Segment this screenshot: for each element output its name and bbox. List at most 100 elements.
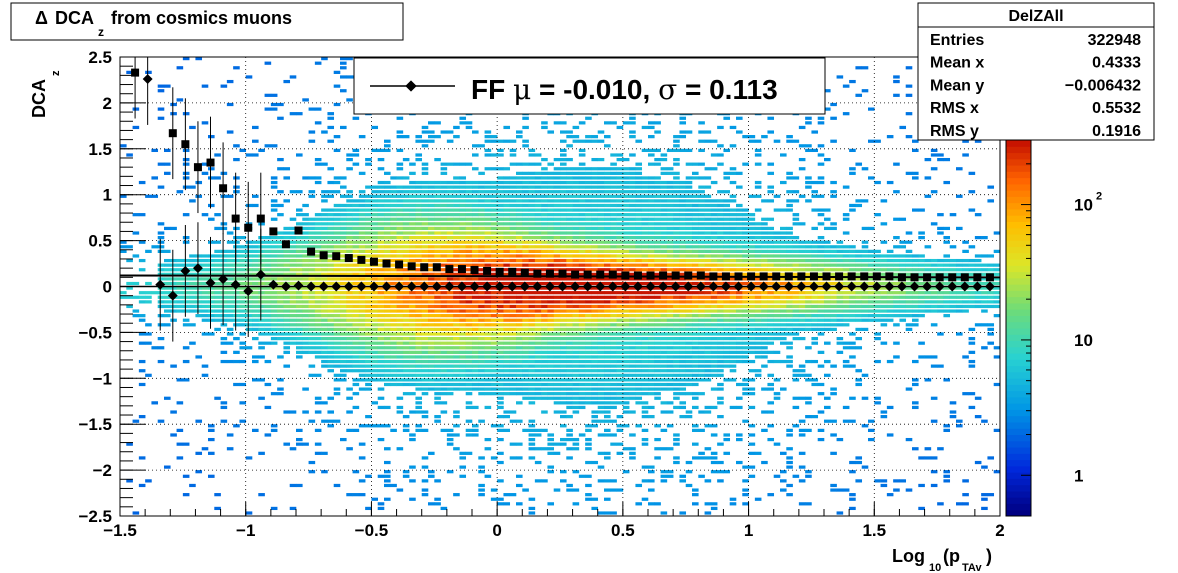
square-marker	[545, 269, 554, 278]
y-tick-label: 0	[103, 278, 112, 297]
square-marker	[558, 269, 567, 278]
diamond-marker	[972, 281, 983, 292]
square-marker	[571, 270, 580, 279]
diamond-marker	[444, 281, 455, 292]
title-rest: from cosmics muons	[111, 8, 292, 28]
diamond-marker	[268, 279, 279, 290]
diamond-marker	[230, 279, 241, 290]
square-marker	[206, 158, 215, 167]
diamond-marker	[620, 281, 631, 292]
square-marker	[659, 271, 668, 280]
diamond-marker	[708, 281, 719, 292]
colorbar-label: 10	[1074, 196, 1093, 215]
square-marker	[457, 265, 466, 274]
square-marker	[784, 272, 793, 281]
stats-title: DelZAll	[1008, 8, 1063, 25]
diamond-marker	[846, 281, 857, 292]
square-marker	[319, 251, 328, 260]
square-marker	[923, 273, 932, 282]
stats-value: 0.5532	[1092, 100, 1141, 117]
square-marker	[483, 266, 492, 275]
square-marker	[809, 272, 818, 281]
diamond-marker	[218, 274, 229, 285]
y-tick-label: −1.5	[78, 415, 112, 434]
diamond-marker	[783, 281, 794, 292]
diamond-marker	[343, 281, 354, 292]
y-tick-label: −2	[93, 461, 112, 480]
y-label-sub: z	[50, 70, 62, 76]
delta-symbol: Δ	[35, 8, 48, 28]
legend-prefix: FF	[471, 74, 513, 105]
square-marker	[495, 267, 504, 276]
diamond-marker	[167, 290, 178, 301]
square-marker	[822, 272, 831, 281]
square-marker	[445, 265, 454, 274]
square-marker	[621, 271, 630, 280]
diamond-marker	[394, 281, 405, 292]
square-marker	[684, 271, 693, 280]
y-tick-label: −2.5	[78, 507, 112, 526]
x-axis-title: Log 10 (p TAv )	[892, 546, 992, 573]
diamond-marker	[909, 281, 920, 292]
diamond-marker	[984, 281, 995, 292]
diamond-marker	[570, 281, 581, 292]
diamond-marker	[519, 281, 530, 292]
diamond-marker	[368, 281, 379, 292]
y-tick-label: 1	[103, 186, 112, 205]
square-marker	[520, 268, 529, 277]
diamond-marker	[280, 281, 291, 292]
square-marker	[910, 273, 919, 282]
diamond-marker	[771, 281, 782, 292]
diamond-marker	[859, 281, 870, 292]
square-marker	[985, 273, 994, 282]
square-marker	[747, 272, 756, 281]
square-marker	[193, 163, 202, 172]
diamond-marker	[557, 281, 568, 292]
square-marker	[231, 214, 240, 223]
square-marker	[696, 271, 705, 280]
data-markers	[119, 57, 1001, 342]
x-tick-label: 0.5	[611, 521, 635, 540]
square-marker	[646, 271, 655, 280]
square-marker	[432, 263, 441, 272]
stats-label: RMS x	[930, 100, 979, 117]
square-marker	[885, 272, 894, 281]
square-marker	[897, 273, 906, 282]
stats-value: 0.1916	[1092, 123, 1141, 140]
diamond-marker	[192, 263, 203, 274]
diamond-marker	[934, 281, 945, 292]
diamond-marker	[356, 281, 367, 292]
square-marker	[357, 255, 366, 264]
stats-value: 322948	[1088, 32, 1141, 49]
diamond-marker	[532, 281, 543, 292]
y-tick-label: 1.5	[88, 140, 112, 159]
stats-label: Mean x	[930, 55, 984, 72]
y-tick-label: 0.5	[88, 232, 112, 251]
diamond-marker	[871, 281, 882, 292]
square-marker	[344, 254, 353, 263]
square-marker	[219, 184, 228, 193]
legend-sigma: σ	[658, 73, 677, 106]
square-marker	[131, 68, 140, 77]
square-marker	[332, 252, 341, 261]
square-marker	[860, 272, 869, 281]
diamond-marker	[884, 281, 895, 292]
y-label-main: DCA	[29, 79, 49, 118]
diamond-marker	[947, 281, 958, 292]
stats-label: RMS y	[930, 123, 979, 140]
diamond-marker	[595, 281, 606, 292]
square-marker	[181, 140, 190, 149]
diamond-marker	[720, 281, 731, 292]
diamond-marker	[658, 281, 669, 292]
square-marker	[772, 272, 781, 281]
square-marker	[709, 272, 718, 281]
stats-label: Mean y	[930, 77, 984, 94]
x-label-sub1: 10	[929, 562, 941, 573]
diamond-marker	[255, 269, 266, 280]
x-tick-label: −0.5	[355, 521, 389, 540]
diamond-marker	[507, 281, 518, 292]
axes: −1.5 −1 −0.5 0 0.5 1 1.5 2 −2.5 −2 −1.5 −1 −0.5 0 0.5 1…	[78, 48, 1004, 540]
square-marker	[369, 257, 378, 266]
